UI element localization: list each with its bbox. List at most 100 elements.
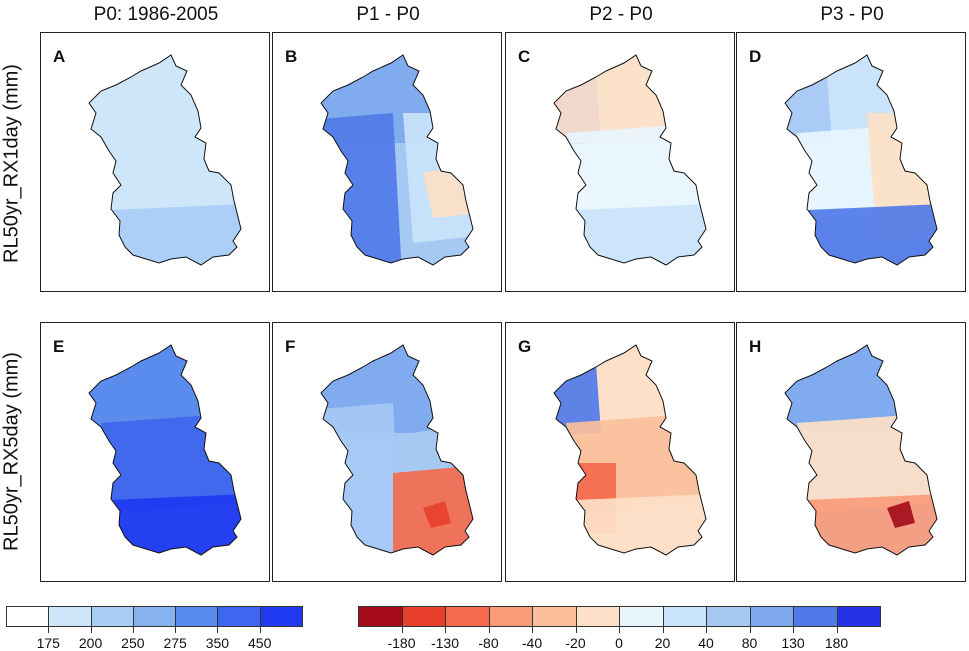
colorbar-tick xyxy=(532,627,533,633)
basin-outline xyxy=(553,54,707,266)
colorbar-cell xyxy=(6,606,50,627)
basin-map-svg xyxy=(784,344,938,556)
basin-outline xyxy=(784,344,938,556)
contour-zone-south xyxy=(785,493,937,555)
colorbar-cell xyxy=(90,606,134,627)
map-panel-e: E xyxy=(40,322,270,582)
colorbar-tick xyxy=(793,627,794,633)
panel-letter: G xyxy=(518,337,532,356)
contour-zone-hotspot xyxy=(887,501,915,528)
colorbar-cell xyxy=(619,606,664,627)
colorbar-tick xyxy=(706,627,707,633)
colorbar-tick-label: -130 xyxy=(430,635,460,651)
colorbar-cell xyxy=(488,606,533,627)
colorbar-tick xyxy=(619,627,620,633)
colorbar-tick xyxy=(48,627,50,633)
colorbar-tick xyxy=(259,627,261,633)
colorbar-tick-label: 0 xyxy=(615,635,623,651)
colorbar-tick xyxy=(401,627,403,633)
colorbar-tick-label: -180 xyxy=(387,635,416,651)
basin-map-svg xyxy=(320,54,474,266)
contour-zone-hotspot xyxy=(423,501,451,528)
panel-letter: A xyxy=(53,47,66,66)
basin-map-svg xyxy=(88,54,242,266)
colorbar-tick-label: 180 xyxy=(824,635,849,651)
colorbar-cell xyxy=(358,606,403,627)
colorbar-cell xyxy=(48,606,92,627)
colorbar-tick-label: 175 xyxy=(36,635,60,651)
colorbar-tick-label: 275 xyxy=(163,635,187,651)
colorbar-tick-label: 350 xyxy=(205,635,230,651)
colorbar-tick-label: -40 xyxy=(521,635,543,651)
basin-map-svg xyxy=(784,54,938,266)
panel-letter: C xyxy=(518,47,531,66)
colorbar-tick-label: -80 xyxy=(478,635,499,651)
colorbar-tick xyxy=(132,627,134,633)
colorbar-tick xyxy=(217,627,219,633)
basin-outline xyxy=(320,54,474,266)
contour-zone-south xyxy=(89,203,241,265)
colorbar-tick-label: 130 xyxy=(781,635,805,651)
colorbar-cell xyxy=(836,606,881,627)
contour-zone-east-center xyxy=(423,163,473,218)
panel-letter: D xyxy=(749,47,762,66)
colorbar-difference: -180 -130 -80 -40 -20 0 20 40 80 130 180 xyxy=(358,606,881,651)
basin-map-svg xyxy=(88,344,242,556)
colorbar-cell xyxy=(175,606,219,627)
colorbar-tick xyxy=(749,627,751,633)
colorbar-tick xyxy=(488,627,490,633)
map-panel-h: H xyxy=(736,322,966,582)
map-panel-g: G xyxy=(505,322,735,582)
colorbar-cell xyxy=(445,606,490,627)
column-title-p2: P2 - P0 xyxy=(589,4,653,25)
colorbar-cell xyxy=(532,606,577,627)
colorbar-cell xyxy=(575,606,620,627)
row-title-rx1day: RL50yr_RX1day (mm) xyxy=(0,64,23,263)
map-panel-c: C xyxy=(505,32,735,292)
colorbar-cell xyxy=(259,606,303,627)
contour-zone-south xyxy=(554,493,706,555)
colorbar-tick xyxy=(175,627,177,633)
basin-map-svg xyxy=(553,344,707,556)
basin-outline xyxy=(553,344,707,556)
column-title-p3: P3 - P0 xyxy=(820,4,884,25)
basin-map-svg xyxy=(320,344,474,556)
map-panel-d: D xyxy=(736,32,966,292)
basin-outline xyxy=(88,344,242,556)
contour-zone-south xyxy=(554,203,706,265)
colorbar-cell xyxy=(217,606,261,627)
colorbar-tick xyxy=(662,627,664,633)
colorbar-absolute: 175 200 250 275 350 450 xyxy=(6,606,303,651)
contour-zone-northwest xyxy=(785,73,832,148)
contour-zone-west xyxy=(321,403,403,555)
row-title-rx5day: RL50yr_RX5day (mm) xyxy=(0,352,23,551)
colorbar-tick-label: 40 xyxy=(698,635,714,651)
map-panel-a: A xyxy=(40,32,270,292)
basin-map-svg xyxy=(553,54,707,266)
basin-outline xyxy=(88,54,242,266)
colorbar-cell xyxy=(706,606,751,627)
map-panel-b: B xyxy=(272,32,502,292)
contour-zone-northwest xyxy=(554,363,601,438)
colorbar-cell xyxy=(132,606,177,627)
colorbar-tick xyxy=(836,627,838,633)
colorbar-cell xyxy=(793,606,838,627)
colorbar-tick-label: 80 xyxy=(741,635,758,651)
colorbar-cell xyxy=(749,606,794,627)
contour-zone-west xyxy=(321,113,403,265)
contour-zone-south xyxy=(785,203,937,265)
colorbar-cell xyxy=(662,606,707,627)
column-title-p0: P0: 1986-2005 xyxy=(93,4,219,25)
panel-letter: B xyxy=(285,47,298,66)
colorbar-tick-label: 200 xyxy=(78,635,103,651)
basin-outline xyxy=(320,344,474,556)
colorbar-tick xyxy=(445,627,446,633)
colorbar-tick xyxy=(90,627,92,633)
panel-letter: E xyxy=(53,337,65,356)
colorbar-tick xyxy=(575,627,577,633)
colorbar-tick-label: 250 xyxy=(121,635,145,651)
colorbar-tick-label: 20 xyxy=(654,635,671,651)
colorbar-tick-label: -20 xyxy=(565,635,586,651)
panel-letter: H xyxy=(749,337,762,356)
column-title-p1: P1 - P0 xyxy=(356,4,420,25)
